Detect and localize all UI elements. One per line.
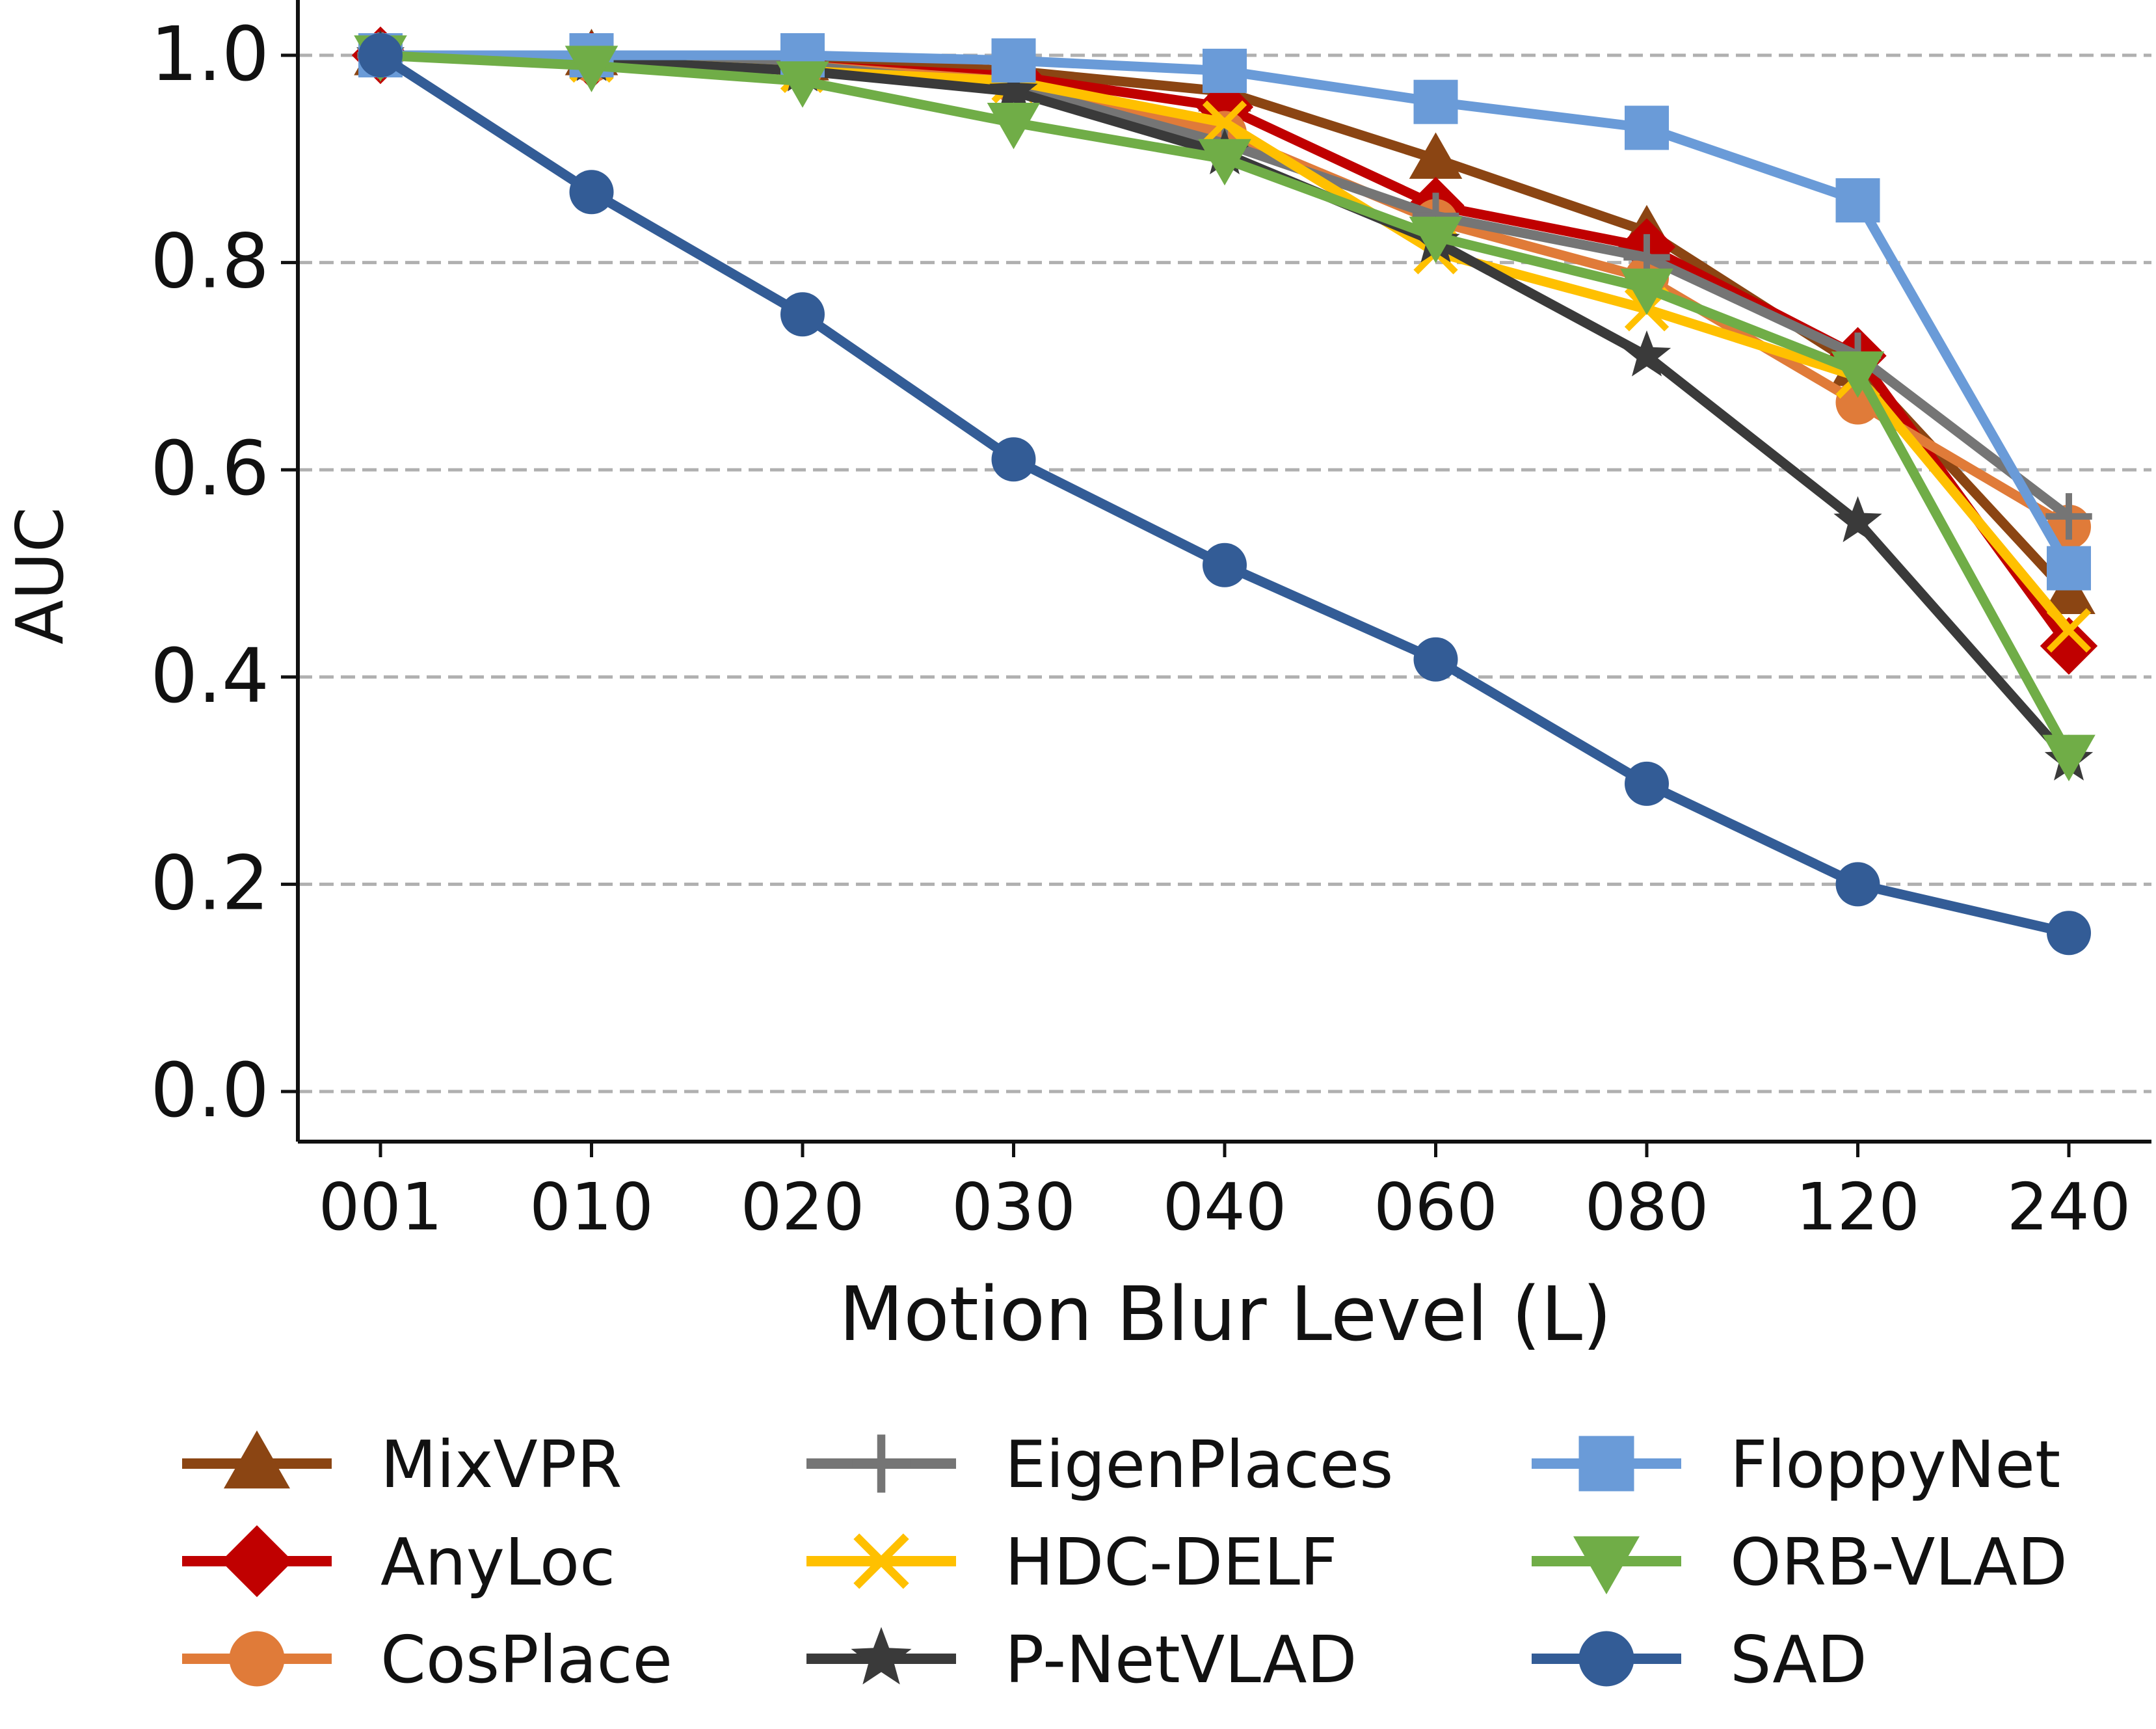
legend-marker: [852, 1434, 911, 1493]
x-tick-label: 120: [1796, 1169, 1920, 1245]
data-point-orb-vlad: [1409, 217, 1463, 263]
y-axis-label: AUC: [2, 507, 78, 644]
legend-marker: [224, 1430, 290, 1489]
x-tick-label: 030: [952, 1169, 1076, 1245]
legend-label: SAD: [1730, 1622, 1867, 1698]
x-tick-label: 240: [2007, 1169, 2131, 1245]
data-point-sad: [1835, 862, 1880, 907]
legend-item-cosplace: CosPlace: [182, 1622, 672, 1698]
data-point-sad: [1203, 543, 1247, 587]
legend-marker: [229, 1631, 285, 1687]
x-tick-label: 010: [529, 1169, 654, 1245]
legend-marker: [220, 1525, 293, 1598]
legend-label: HDC-DELF: [1005, 1524, 1338, 1600]
axes: [281, 0, 2151, 1157]
data-point-sad: [1625, 761, 1669, 806]
series-floppynet: [358, 33, 2091, 591]
data-point-sad: [2047, 911, 2091, 956]
y-tick-label: 0.8: [150, 219, 269, 306]
data-point-sad: [569, 170, 614, 215]
data-point-sad: [780, 292, 825, 337]
data-point-sad: [358, 33, 403, 77]
data-point-orb-vlad: [987, 102, 1041, 150]
y-tick-label: 0.2: [150, 840, 269, 927]
data-point-orb-vlad: [776, 61, 829, 108]
data-point-orb-vlad: [1831, 351, 1885, 398]
data-point-eigenplaces: [2045, 493, 2092, 540]
data-point-floppynet: [1835, 178, 1880, 223]
legend: MixVPR AnyLoc CosPlace EigenPlaces HDC-DELF P…: [182, 1427, 2068, 1698]
x-tick-label: 060: [1374, 1169, 1498, 1245]
data-point-floppynet: [1413, 79, 1458, 124]
data-point-p-netvlad: [1833, 496, 1882, 543]
legend-marker: [853, 1533, 909, 1589]
data-point-hdc-delf: [1202, 100, 1247, 145]
legend-item-orb-vlad: ORB-VLAD: [1532, 1524, 2068, 1600]
x-tick-label: 001: [319, 1169, 443, 1245]
data-point-hdc-delf: [2046, 608, 2092, 653]
data-point-p-netvlad: [1622, 330, 1671, 377]
series-sad: [358, 33, 2091, 956]
legend-item-floppynet: FloppyNet: [1532, 1427, 2060, 1503]
legend-marker: [1578, 1436, 1634, 1492]
legend-label: ORB-VLAD: [1730, 1524, 2068, 1600]
data-point-mixvpr: [1409, 132, 1463, 179]
data-series: [351, 26, 2098, 956]
data-point-orb-vlad: [2042, 734, 2096, 782]
y-tick-label: 1.0: [150, 11, 269, 98]
x-tick-label: 020: [741, 1169, 865, 1245]
legend-marker: [851, 1627, 912, 1685]
x-tick-label: 040: [1163, 1169, 1287, 1245]
y-tick-label: 0.4: [150, 633, 269, 720]
data-point-sad: [991, 437, 1036, 482]
legend-label: EigenPlaces: [1005, 1427, 1393, 1503]
legend-label: MixVPR: [380, 1427, 622, 1503]
x-axis-label: Motion Blur Level (L): [839, 1271, 1612, 1358]
legend-label: P-NetVLAD: [1005, 1622, 1357, 1698]
legend-item-sad: SAD: [1532, 1622, 1867, 1698]
legend-item-eigenplaces: EigenPlaces: [806, 1427, 1393, 1503]
data-point-p-netvlad: [989, 66, 1038, 113]
legend-label: FloppyNet: [1730, 1427, 2060, 1503]
data-point-floppynet: [1625, 105, 1669, 150]
data-point-floppynet: [991, 38, 1036, 83]
legend-item-p-netvlad: P-NetVLAD: [806, 1622, 1357, 1698]
data-point-sad: [1413, 637, 1458, 682]
y-tick-label: 0.0: [150, 1047, 269, 1134]
data-point-floppynet: [1203, 48, 1247, 93]
data-point-orb-vlad: [1620, 268, 1673, 315]
data-point-anyloc: [2040, 617, 2098, 675]
legend-marker: [1573, 1536, 1640, 1594]
legend-marker: [1578, 1631, 1634, 1687]
x-tick-label: 080: [1585, 1169, 1709, 1245]
legend-label: CosPlace: [380, 1622, 672, 1698]
legend-item-anyloc: AnyLoc: [182, 1524, 615, 1600]
data-point-floppynet: [2047, 546, 2091, 591]
tick-labels: 0.0 0.2 0.4 0.6 0.8 1.0 001 010 020 030 040 060 080 1…: [150, 11, 2131, 1245]
legend-item-mixvpr: MixVPR: [182, 1427, 622, 1503]
y-tick-label: 0.6: [150, 425, 269, 513]
series-orb-vlad: [354, 35, 2096, 782]
data-point-mixvpr: [2042, 567, 2096, 614]
data-point-orb-vlad: [1198, 139, 1251, 186]
data-point-orb-vlad: [565, 46, 619, 92]
legend-item-hdc-delf: HDC-DELF: [806, 1524, 1338, 1600]
legend-label: AnyLoc: [380, 1524, 615, 1600]
